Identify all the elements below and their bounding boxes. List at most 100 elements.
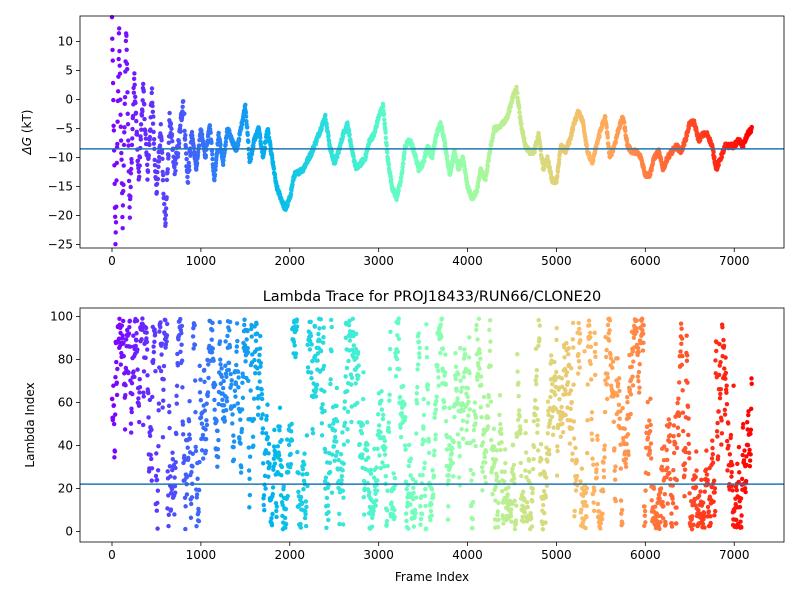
- lambda-point: [264, 417, 269, 422]
- lambda-point: [188, 515, 194, 520]
- delta-g-frame: [79, 15, 785, 249]
- lambda-point: [161, 387, 166, 392]
- lambda-point: [129, 381, 135, 386]
- lambda-point: [450, 460, 455, 466]
- lambda-point: [449, 451, 454, 456]
- lambda-point: [309, 370, 314, 375]
- lambda-point: [730, 462, 735, 468]
- lambda-point: [499, 440, 504, 445]
- lambda-point: [214, 418, 219, 424]
- lambda-point: [127, 344, 133, 349]
- lambda-point: [537, 337, 542, 343]
- lambda-point: [322, 408, 327, 414]
- lambda-point: [347, 338, 353, 343]
- lambda-point: [531, 457, 536, 462]
- delta-g-point: [522, 136, 527, 141]
- lambda-point: [510, 501, 515, 507]
- delta-g-point: [243, 102, 248, 108]
- lambda-point: [533, 398, 538, 403]
- lambda-point: [361, 370, 366, 375]
- lambda-point: [379, 398, 384, 403]
- lambda-point: [494, 448, 499, 453]
- lambda-point: [245, 350, 251, 355]
- lambda-point: [263, 486, 268, 491]
- lambda-point: [456, 440, 462, 446]
- lambda-point: [223, 363, 228, 368]
- lambda-point: [510, 443, 516, 448]
- lambda-point: [496, 500, 501, 506]
- lambda-point: [435, 368, 441, 374]
- lambda-point: [589, 410, 595, 415]
- lambda-point: [224, 395, 229, 400]
- delta-g-point: [223, 139, 229, 145]
- lambda-point: [592, 488, 597, 493]
- lambda-point: [495, 509, 501, 514]
- lambda-point: [293, 351, 299, 356]
- lambda-point: [434, 398, 439, 404]
- delta-g-point: [166, 153, 171, 158]
- delta-g-point: [124, 61, 130, 67]
- lambda-point: [379, 407, 385, 412]
- delta-g-point: [461, 155, 466, 161]
- delta-g-point: [182, 111, 187, 116]
- delta-g-point: [209, 148, 215, 153]
- lambda-point: [714, 348, 719, 354]
- lambda-point: [406, 526, 411, 531]
- lambda-point: [444, 463, 449, 469]
- lambda-point: [498, 447, 503, 453]
- lambda-point: [375, 446, 380, 452]
- lambda-point: [351, 343, 357, 348]
- lambda-point: [626, 449, 631, 454]
- lambda-point: [734, 488, 739, 493]
- lambda-point: [530, 466, 536, 472]
- lambda-point: [542, 510, 547, 516]
- lambda-point: [677, 411, 682, 416]
- delta-g-point: [149, 86, 155, 91]
- x-tick-label: 4000: [452, 254, 483, 268]
- lambda-point: [436, 375, 441, 380]
- lambda-point: [543, 475, 549, 480]
- lambda-point: [231, 445, 236, 450]
- lambda-point: [121, 318, 126, 324]
- lambda-point: [671, 467, 676, 473]
- lambda-point: [683, 449, 688, 455]
- lambda-point: [298, 494, 304, 500]
- lambda-point: [218, 381, 223, 386]
- delta-g-point: [150, 103, 155, 109]
- lambda-point: [607, 328, 612, 333]
- lambda-point: [420, 472, 425, 478]
- lambda-point: [553, 406, 559, 411]
- lambda-point: [560, 421, 565, 426]
- lambda-point: [450, 446, 455, 451]
- lambda-point: [384, 522, 389, 527]
- delta-g-point: [515, 90, 520, 96]
- lambda-point: [677, 380, 682, 385]
- lambda-point: [279, 437, 284, 443]
- delta-g-point: [155, 176, 161, 182]
- lambda-point: [261, 493, 267, 498]
- delta-g-point: [125, 90, 130, 95]
- lambda-point: [231, 439, 237, 444]
- delta-g-point: [557, 157, 562, 162]
- lambda-point: [460, 401, 465, 407]
- delta-g-point: [132, 71, 137, 76]
- lambda-point: [597, 509, 602, 514]
- lambda-point: [447, 435, 453, 440]
- lambda-point: [642, 504, 647, 509]
- lambda-point: [338, 451, 344, 457]
- lambda-point: [430, 468, 435, 473]
- delta-g-point: [212, 177, 217, 183]
- lambda-point: [516, 380, 521, 385]
- lambda-point: [144, 330, 149, 335]
- lambda-point: [511, 472, 516, 478]
- lambda-point: [712, 486, 718, 491]
- x-tick-label: 4000: [452, 548, 483, 562]
- lambda-point: [368, 471, 374, 476]
- lambda-point: [169, 486, 175, 492]
- lambda-point: [406, 442, 412, 448]
- delta-g-point: [180, 104, 185, 110]
- delta-g-point: [154, 181, 160, 187]
- delta-g-point: [169, 126, 174, 132]
- lambda-point: [380, 416, 386, 422]
- lambda-point: [630, 349, 635, 354]
